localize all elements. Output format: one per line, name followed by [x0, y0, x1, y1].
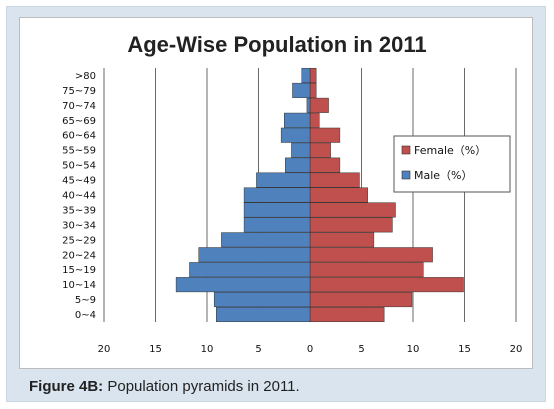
age-group-label: 25~29	[62, 235, 96, 246]
legend: Female（%） Male（%）	[393, 135, 511, 193]
male-bar	[216, 307, 311, 323]
male-bar	[284, 112, 311, 128]
x-tick-label: 20	[98, 344, 111, 355]
age-group-label: 50~54	[62, 161, 96, 172]
legend-female-swatch	[401, 145, 411, 155]
age-group-label: 35~39	[62, 205, 96, 216]
male-bar	[291, 142, 311, 158]
age-group-label: 5~9	[75, 295, 96, 306]
age-group-label: 45~49	[62, 176, 96, 187]
male-bar	[243, 187, 311, 203]
male-bar	[306, 97, 311, 113]
age-group-label: 20~24	[62, 250, 96, 261]
male-bar	[213, 292, 311, 308]
x-tick-label: 20	[510, 344, 523, 355]
chart-area: Age-Wise Population in 2011 0~4 5~9 10~14 1…	[19, 17, 533, 369]
female-bar	[309, 247, 433, 263]
male-bar	[243, 202, 311, 218]
male-bar	[280, 127, 311, 143]
age-group-label: 75~79	[62, 86, 96, 97]
male-bar	[189, 262, 311, 278]
female-bar	[309, 292, 413, 308]
caption-text: Population pyramids in 2011.	[103, 378, 300, 395]
age-group-label: 15~19	[62, 265, 96, 276]
x-tick-label: 5	[358, 344, 364, 355]
female-bar	[309, 67, 317, 83]
female-bar	[309, 82, 317, 98]
female-bar	[309, 172, 360, 188]
female-bar	[309, 232, 375, 248]
female-bar	[309, 307, 385, 323]
male-bar	[175, 277, 311, 293]
caption-label: Figure 4B:	[29, 378, 104, 395]
male-bar	[285, 157, 311, 173]
male-bar	[301, 67, 311, 83]
x-axis-tick-labels: 20 15 10 5 0 5 10 15 20	[98, 344, 523, 355]
female-bar	[309, 217, 393, 233]
age-group-label: 40~44	[62, 191, 96, 202]
legend-box	[393, 135, 511, 193]
x-tick-label: 15	[458, 344, 471, 355]
male-bar	[243, 217, 311, 233]
age-group-label: 70~74	[62, 101, 96, 112]
chart-title: Age-Wise Population in 2011	[127, 32, 426, 57]
male-bar	[221, 232, 311, 248]
age-group-label: 60~64	[62, 131, 96, 142]
age-group-label: 65~69	[62, 116, 96, 127]
age-group-label: 0~4	[75, 310, 96, 321]
age-group-label: >80	[75, 71, 96, 82]
female-bar	[309, 157, 341, 173]
female-bar	[309, 277, 464, 293]
female-bar	[309, 262, 424, 278]
x-tick-label: 15	[149, 344, 162, 355]
male-bar	[198, 247, 311, 263]
figure-caption: Figure 4B: Population pyramids in 2011.	[29, 378, 300, 395]
x-tick-label: 10	[407, 344, 420, 355]
legend-male-label: Male（%）	[414, 169, 473, 182]
female-bar	[309, 112, 320, 128]
age-group-label: 30~34	[62, 220, 96, 231]
female-bar	[309, 202, 396, 218]
female-bar	[309, 142, 331, 158]
figure-panel: Age-Wise Population in 2011 0~4 5~9 10~14 1…	[6, 6, 546, 402]
male-bar	[292, 82, 311, 98]
age-group-labels: 0~4 5~9 10~14 15~19 20~24 25~29 30~34 35~39 40~4…	[62, 71, 96, 321]
age-group-label: 55~59	[62, 146, 96, 157]
female-bar	[309, 127, 341, 143]
x-tick-label: 5	[255, 344, 261, 355]
female-bar	[309, 187, 368, 203]
legend-female-label: Female（%）	[414, 144, 486, 157]
population-pyramid-chart: Age-Wise Population in 2011 0~4 5~9 10~14 1…	[62, 32, 523, 355]
age-group-label: 10~14	[62, 280, 96, 291]
x-tick-label: 0	[307, 344, 313, 355]
bars	[175, 67, 464, 323]
male-bar	[256, 172, 311, 188]
x-tick-label: 10	[201, 344, 214, 355]
female-bar	[309, 97, 329, 113]
legend-male-swatch	[401, 170, 411, 180]
